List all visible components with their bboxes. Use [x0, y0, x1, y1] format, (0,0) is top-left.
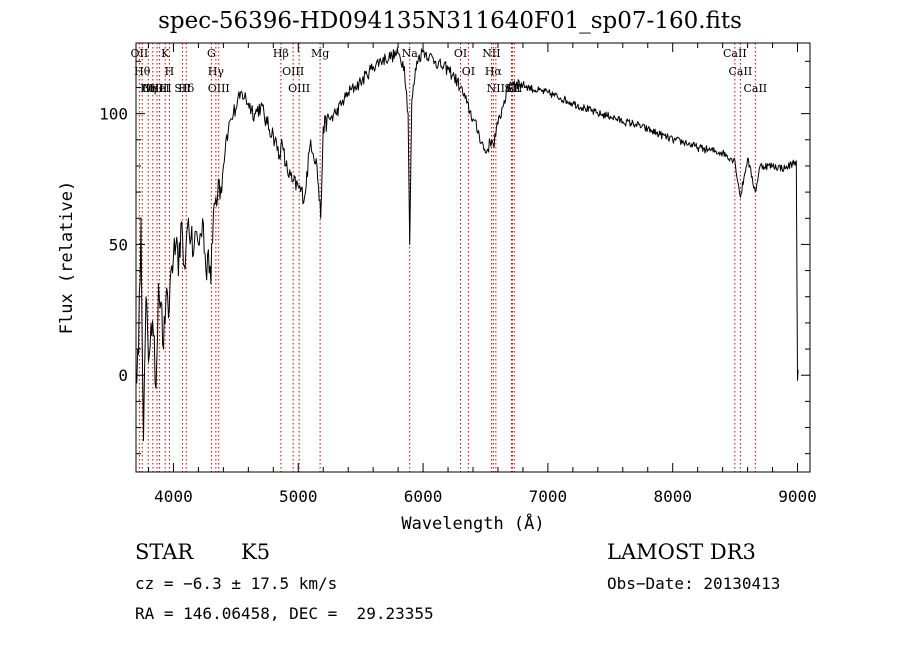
- y-tick-label-0: 0: [118, 366, 128, 385]
- line-marker-label-3: OIII: [142, 82, 164, 95]
- x-tick-label-8000: 8000: [653, 487, 692, 506]
- line-marker-label-21: Hα: [485, 65, 503, 78]
- line-marker-label-25: SII: [506, 82, 522, 95]
- line-marker-label-15: OIII: [288, 82, 310, 95]
- x-tick-label-6000: 6000: [404, 487, 443, 506]
- line-marker-label-8: SII: [174, 82, 190, 95]
- line-marker-label-1: Hθ: [134, 65, 151, 78]
- line-marker-label-16: Mg: [311, 47, 329, 60]
- redshift-cz: cz = −6.3 ± 17.5 km/s: [135, 574, 338, 593]
- x-tick-label-4000: 4000: [154, 487, 193, 506]
- observation-date: Obs−Date: 20130413: [607, 574, 781, 593]
- survey-name: LAMOST DR3: [607, 540, 756, 564]
- x-tick-label-7000: 7000: [529, 487, 568, 506]
- x-axis-label: Wavelength (Å): [401, 512, 544, 534]
- line-marker-label-27: CaII: [729, 65, 753, 78]
- chart-title: spec-56396-HD094135N311640F01_sp07-160.f…: [158, 8, 742, 34]
- object-subclass: K5: [241, 540, 271, 564]
- line-marker-label-20: NII: [482, 47, 500, 60]
- line-marker-label-22: NII: [487, 82, 505, 95]
- line-marker-label-10: G: [207, 47, 216, 60]
- line-marker-label-6: K: [161, 47, 170, 60]
- line-marker-label-2: Hη: [140, 82, 156, 95]
- line-marker-label-11: Hγ: [208, 65, 225, 78]
- line-marker-label-28: CaII: [743, 82, 767, 95]
- line-marker-label-17: Na: [402, 47, 419, 60]
- line-marker-label-19: OI: [462, 65, 475, 78]
- series-line-0: [135, 47, 799, 442]
- x-tick-label-5000: 5000: [279, 487, 318, 506]
- line-marker-label-14: OIII: [282, 65, 304, 78]
- line-marker-label-0: OII: [131, 47, 149, 60]
- y-axis-label: Flux (relative): [57, 181, 77, 335]
- coordinates: RA = 146.06458, DEC = 29.23355: [135, 604, 434, 623]
- line-marker-label-5: HeI: [149, 82, 169, 95]
- line-marker-label-18: OI: [454, 47, 467, 60]
- line-marker-label-23: Li: [506, 82, 517, 95]
- line-marker-label-24: SII: [504, 82, 520, 95]
- line-marker-label-13: Hβ: [273, 47, 289, 60]
- line-marker-label-7: H: [165, 65, 175, 78]
- x-tick-label-9000: 9000: [778, 487, 817, 506]
- object-class: STAR: [135, 540, 194, 564]
- y-tick-label-50: 50: [109, 235, 128, 254]
- line-marker-label-26: CaII: [723, 47, 747, 60]
- line-marker-label-4: NeIII: [143, 82, 172, 95]
- y-tick-label-100: 100: [99, 105, 128, 124]
- line-marker-label-12: OIII: [208, 82, 230, 95]
- line-marker-label-9: Hδ: [178, 82, 195, 95]
